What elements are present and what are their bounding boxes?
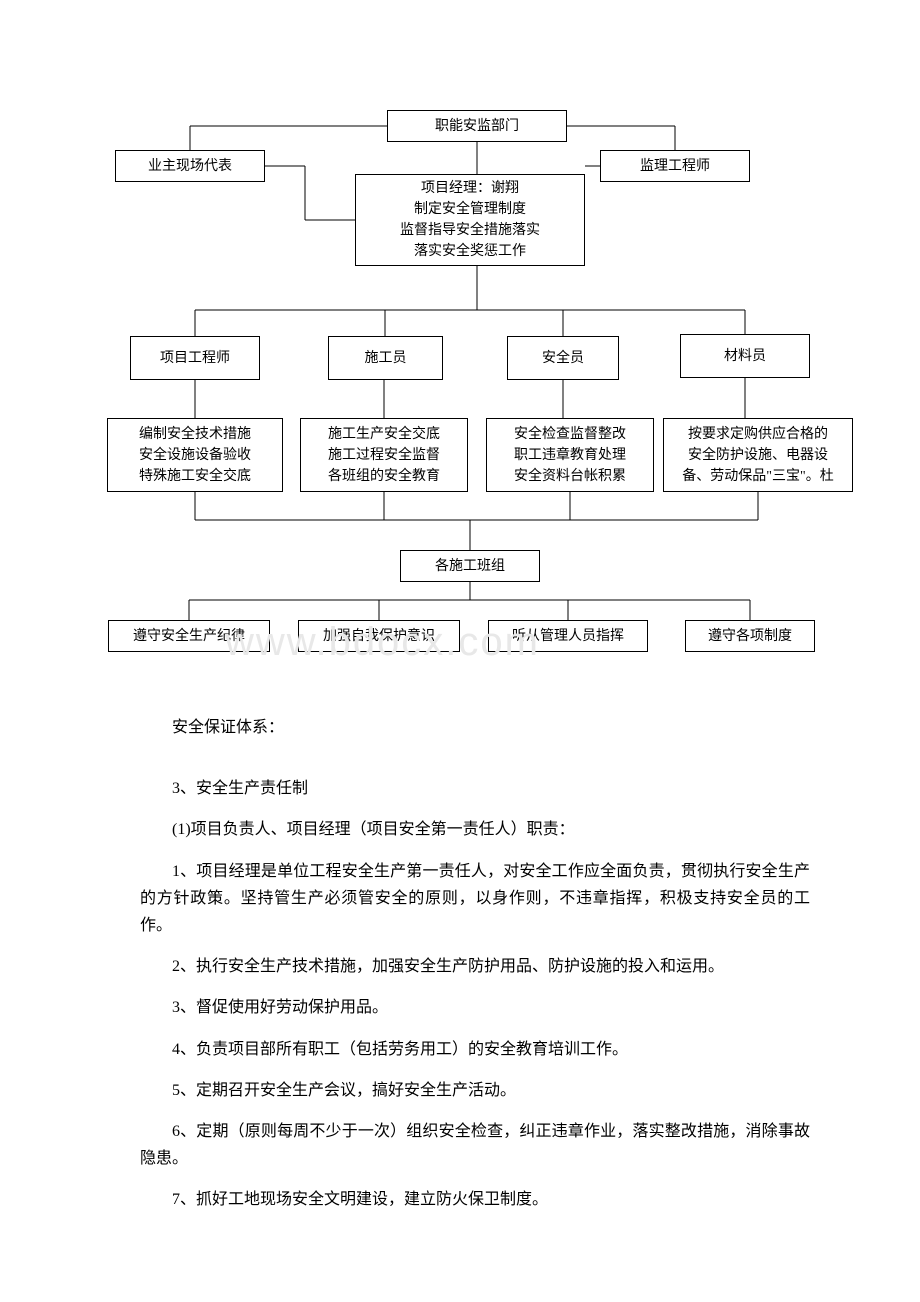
node-line: 各班组的安全教育	[328, 466, 440, 487]
node-line: 安全员	[542, 348, 584, 369]
diagram-caption: 安全保证体系：	[140, 714, 810, 741]
node-line: 听从管理人员指挥	[512, 626, 624, 647]
node-rule4: 遵守各项制度	[685, 620, 815, 652]
node-line: 遵守各项制度	[708, 626, 792, 647]
node-line: 按要求定购供应合格的	[688, 424, 828, 445]
node-line: 职能安监部门	[435, 116, 519, 137]
paragraph-5: 5、定期召开安全生产会议，搞好安全生产活动。	[140, 1077, 810, 1104]
document-body: 安全保证体系： 3、安全生产责任制 (1)项目负责人、项目经理（项目安全第一责任…	[0, 680, 920, 1253]
node-role3: 安全员	[507, 336, 619, 380]
node-top: 职能安监部门	[387, 110, 567, 142]
node-line: 落实安全奖惩工作	[414, 241, 526, 262]
org-chart-diagram: 职能安监部门业主现场代表 监理工程师项目经理：谢翔制定安全管理制度监督指导安全措施…	[0, 0, 920, 680]
node-line: 施工生产安全交底	[328, 424, 440, 445]
node-line: 项目工程师	[160, 348, 230, 369]
node-role2: 施工员	[328, 336, 443, 380]
node-task4: 按要求定购供应合格的安全防护设施、电器设备、劳动保品"三宝"。杜	[663, 418, 853, 492]
node-rule1: 遵守安全生产纪律	[108, 620, 270, 652]
node-line: 安全检查监督整改	[514, 424, 626, 445]
node-line: 业主现场代表	[148, 156, 232, 177]
node-supervisor: 监理工程师	[600, 150, 750, 182]
node-line: 特殊施工安全交底	[139, 466, 251, 487]
paragraph-2: 2、执行安全生产技术措施，加强安全生产防护用品、防护设施的投入和运用。	[140, 953, 810, 980]
node-line: 材料员	[724, 346, 766, 367]
node-task3: 安全检查监督整改职工违章教育处理安全资料台帐积累	[486, 418, 654, 492]
paragraph-4: 4、负责项目部所有职工（包括劳务用工）的安全教育培训工作。	[140, 1036, 810, 1063]
node-line: 编制安全技术措施	[139, 424, 251, 445]
node-line: 安全防护设施、电器设	[688, 445, 828, 466]
node-line: 安全设施设备验收	[139, 445, 251, 466]
node-line: 安全资料台帐积累	[514, 466, 626, 487]
node-line: 遵守安全生产纪律	[133, 626, 245, 647]
node-rule3: 听从管理人员指挥	[488, 620, 648, 652]
node-rule2: 加强自我保护意识	[298, 620, 460, 652]
node-line: 职工违章教育处理	[514, 445, 626, 466]
paragraph-3: 3、督促使用好劳动保护用品。	[140, 994, 810, 1021]
paragraph-1: 1、项目经理是单位工程安全生产第一责任人，对安全工作应全面负责，贯彻执行安全生产…	[140, 858, 810, 940]
node-line: 监督指导安全措施落实	[400, 220, 540, 241]
subheading: (1)项目负责人、项目经理（项目安全第一责任人）职责：	[140, 816, 810, 843]
node-pm: 项目经理：谢翔制定安全管理制度监督指导安全措施落实落实安全奖惩工作	[355, 174, 585, 266]
node-teams: 各施工班组	[400, 550, 540, 582]
node-line: 各施工班组	[435, 556, 505, 577]
node-task1: 编制安全技术措施安全设施设备验收特殊施工安全交底	[107, 418, 283, 492]
node-task2: 施工生产安全交底施工过程安全监督各班组的安全教育	[300, 418, 468, 492]
node-line: 监理工程师	[640, 156, 710, 177]
node-role1: 项目工程师	[130, 336, 260, 380]
node-line: 项目经理：谢翔	[421, 178, 519, 199]
node-line: 施工员	[365, 348, 407, 369]
section-heading: 3、安全生产责任制	[140, 775, 810, 802]
node-line: 制定安全管理制度	[414, 199, 526, 220]
node-line: 施工过程安全监督	[328, 445, 440, 466]
node-line: 备、劳动保品"三宝"。杜	[682, 466, 833, 487]
paragraph-6: 6、定期（原则每周不少于一次）组织安全检查，纠正违章作业，落实整改措施，消除事故…	[140, 1118, 810, 1172]
node-owner: 业主现场代表	[115, 150, 265, 182]
node-role4: 材料员	[680, 334, 810, 378]
paragraph-7: 7、抓好工地现场安全文明建设，建立防火保卫制度。	[140, 1186, 810, 1213]
node-line: 加强自我保护意识	[323, 626, 435, 647]
